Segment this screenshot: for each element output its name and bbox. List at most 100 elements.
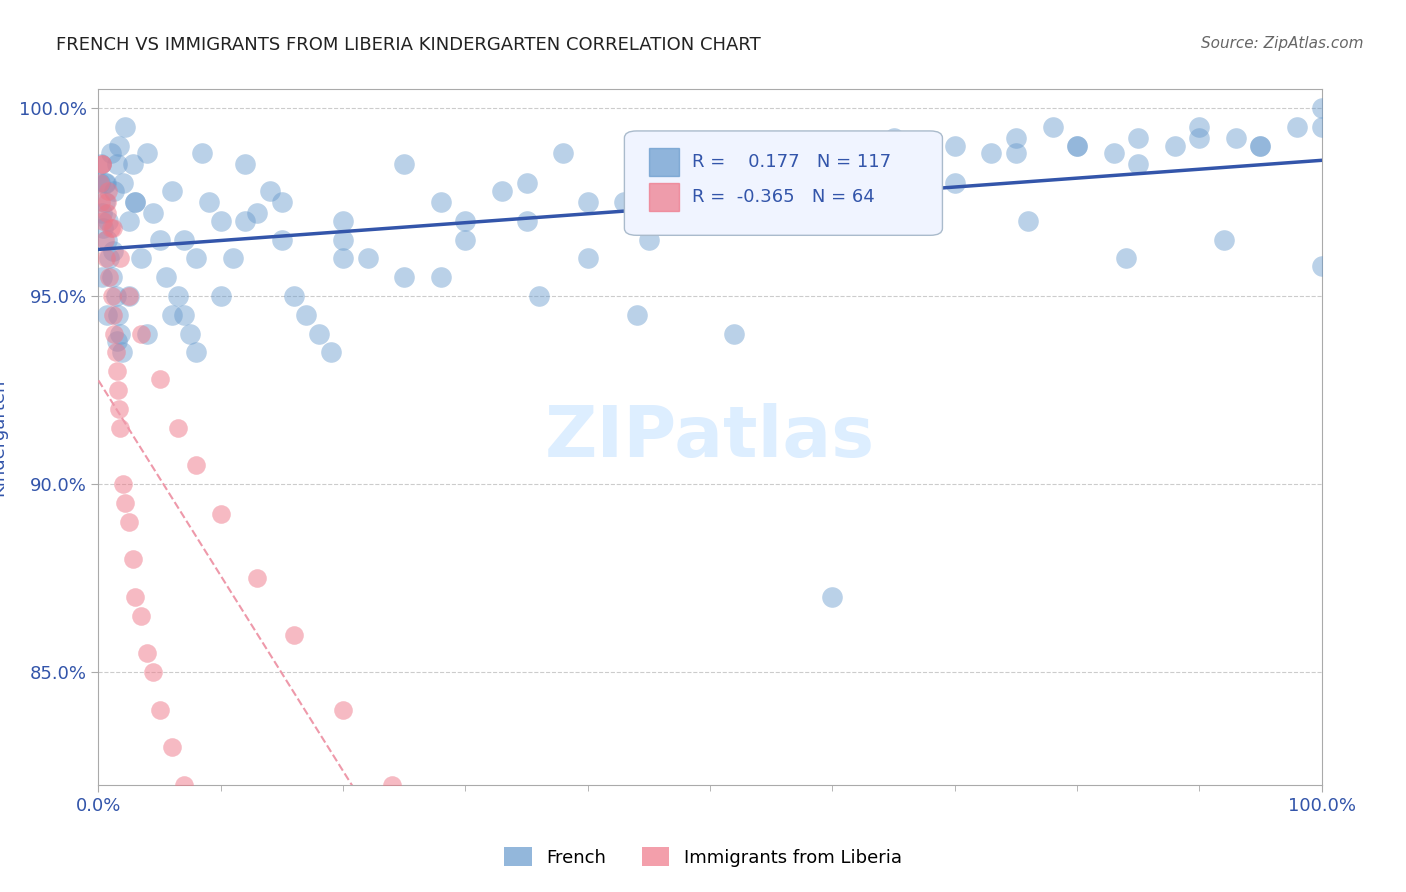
French <box>515 176 537 190</box>
Immigrants from Liberia <box>186 815 208 830</box>
Immigrants from Liberia <box>93 233 115 247</box>
Immigrants from Liberia <box>97 184 120 198</box>
French <box>319 345 342 359</box>
French <box>527 289 550 303</box>
Immigrants from Liberia <box>381 778 404 792</box>
Immigrants from Liberia <box>96 194 118 209</box>
French <box>179 326 201 341</box>
Immigrants from Liberia <box>98 270 121 285</box>
French <box>1310 259 1333 273</box>
French <box>160 184 183 198</box>
French <box>1042 120 1064 134</box>
Text: Source: ZipAtlas.com: Source: ZipAtlas.com <box>1201 36 1364 51</box>
French <box>735 157 758 171</box>
French <box>295 308 318 322</box>
French <box>270 194 294 209</box>
French <box>283 289 305 303</box>
Text: FRENCH VS IMMIGRANTS FROM LIBERIA KINDERGARTEN CORRELATION CHART: FRENCH VS IMMIGRANTS FROM LIBERIA KINDER… <box>56 36 761 54</box>
Immigrants from Liberia <box>100 221 122 235</box>
French <box>699 184 721 198</box>
French <box>308 326 330 341</box>
French <box>197 194 219 209</box>
Immigrants from Liberia <box>149 703 172 717</box>
French <box>883 157 905 171</box>
French <box>576 194 599 209</box>
Immigrants from Liberia <box>105 364 128 378</box>
Immigrants from Liberia <box>90 194 112 209</box>
French <box>186 345 208 359</box>
Immigrants from Liberia <box>209 507 232 521</box>
Immigrants from Liberia <box>104 345 127 359</box>
French <box>430 270 453 285</box>
French <box>797 138 820 153</box>
French <box>491 184 513 198</box>
Immigrants from Liberia <box>121 552 143 566</box>
Immigrants from Liberia <box>108 401 131 416</box>
French <box>173 233 195 247</box>
Immigrants from Liberia <box>209 853 232 867</box>
Immigrants from Liberia <box>142 665 165 680</box>
French <box>1249 138 1271 153</box>
Immigrants from Liberia <box>118 515 141 529</box>
French <box>699 214 721 228</box>
Text: ZIPatlas: ZIPatlas <box>546 402 875 472</box>
French <box>356 252 378 266</box>
Bar <box>648 183 679 211</box>
Immigrants from Liberia <box>94 252 117 266</box>
French <box>332 233 354 247</box>
Immigrants from Liberia <box>160 740 183 755</box>
French <box>943 138 966 153</box>
Y-axis label: Kindergarten: Kindergarten <box>0 378 7 496</box>
French <box>1004 131 1026 145</box>
Immigrants from Liberia <box>91 157 114 171</box>
French <box>93 176 115 190</box>
French <box>1249 138 1271 153</box>
Immigrants from Liberia <box>114 496 136 510</box>
French <box>515 214 537 228</box>
French <box>430 194 453 209</box>
French <box>160 308 183 322</box>
French <box>222 252 245 266</box>
French <box>637 233 661 247</box>
French <box>191 146 214 161</box>
Immigrants from Liberia <box>454 890 477 892</box>
French <box>93 194 115 209</box>
Immigrants from Liberia <box>91 214 114 228</box>
French <box>101 270 124 285</box>
French <box>118 289 141 303</box>
French <box>821 194 844 209</box>
French <box>108 138 131 153</box>
Immigrants from Liberia <box>136 646 159 660</box>
Immigrants from Liberia <box>101 289 124 303</box>
Immigrants from Liberia <box>110 420 132 434</box>
French <box>129 252 152 266</box>
French <box>233 157 256 171</box>
French <box>332 252 354 266</box>
Immigrants from Liberia <box>129 326 152 341</box>
French <box>91 221 114 235</box>
French <box>270 233 294 247</box>
French <box>155 270 177 285</box>
Immigrants from Liberia <box>110 252 132 266</box>
FancyBboxPatch shape <box>624 131 942 235</box>
French <box>91 270 114 285</box>
French <box>1225 131 1247 145</box>
French <box>454 214 477 228</box>
French <box>110 326 132 341</box>
French <box>259 184 281 198</box>
French <box>105 334 128 348</box>
Immigrants from Liberia <box>173 778 195 792</box>
French <box>1066 138 1088 153</box>
French <box>332 214 354 228</box>
French <box>613 194 636 209</box>
French <box>821 176 844 190</box>
French <box>1310 120 1333 134</box>
French <box>1004 146 1026 161</box>
French <box>136 326 159 341</box>
French <box>111 345 134 359</box>
French <box>96 308 118 322</box>
French <box>943 176 966 190</box>
French <box>89 176 111 190</box>
Immigrants from Liberia <box>101 221 124 235</box>
French <box>1188 120 1211 134</box>
